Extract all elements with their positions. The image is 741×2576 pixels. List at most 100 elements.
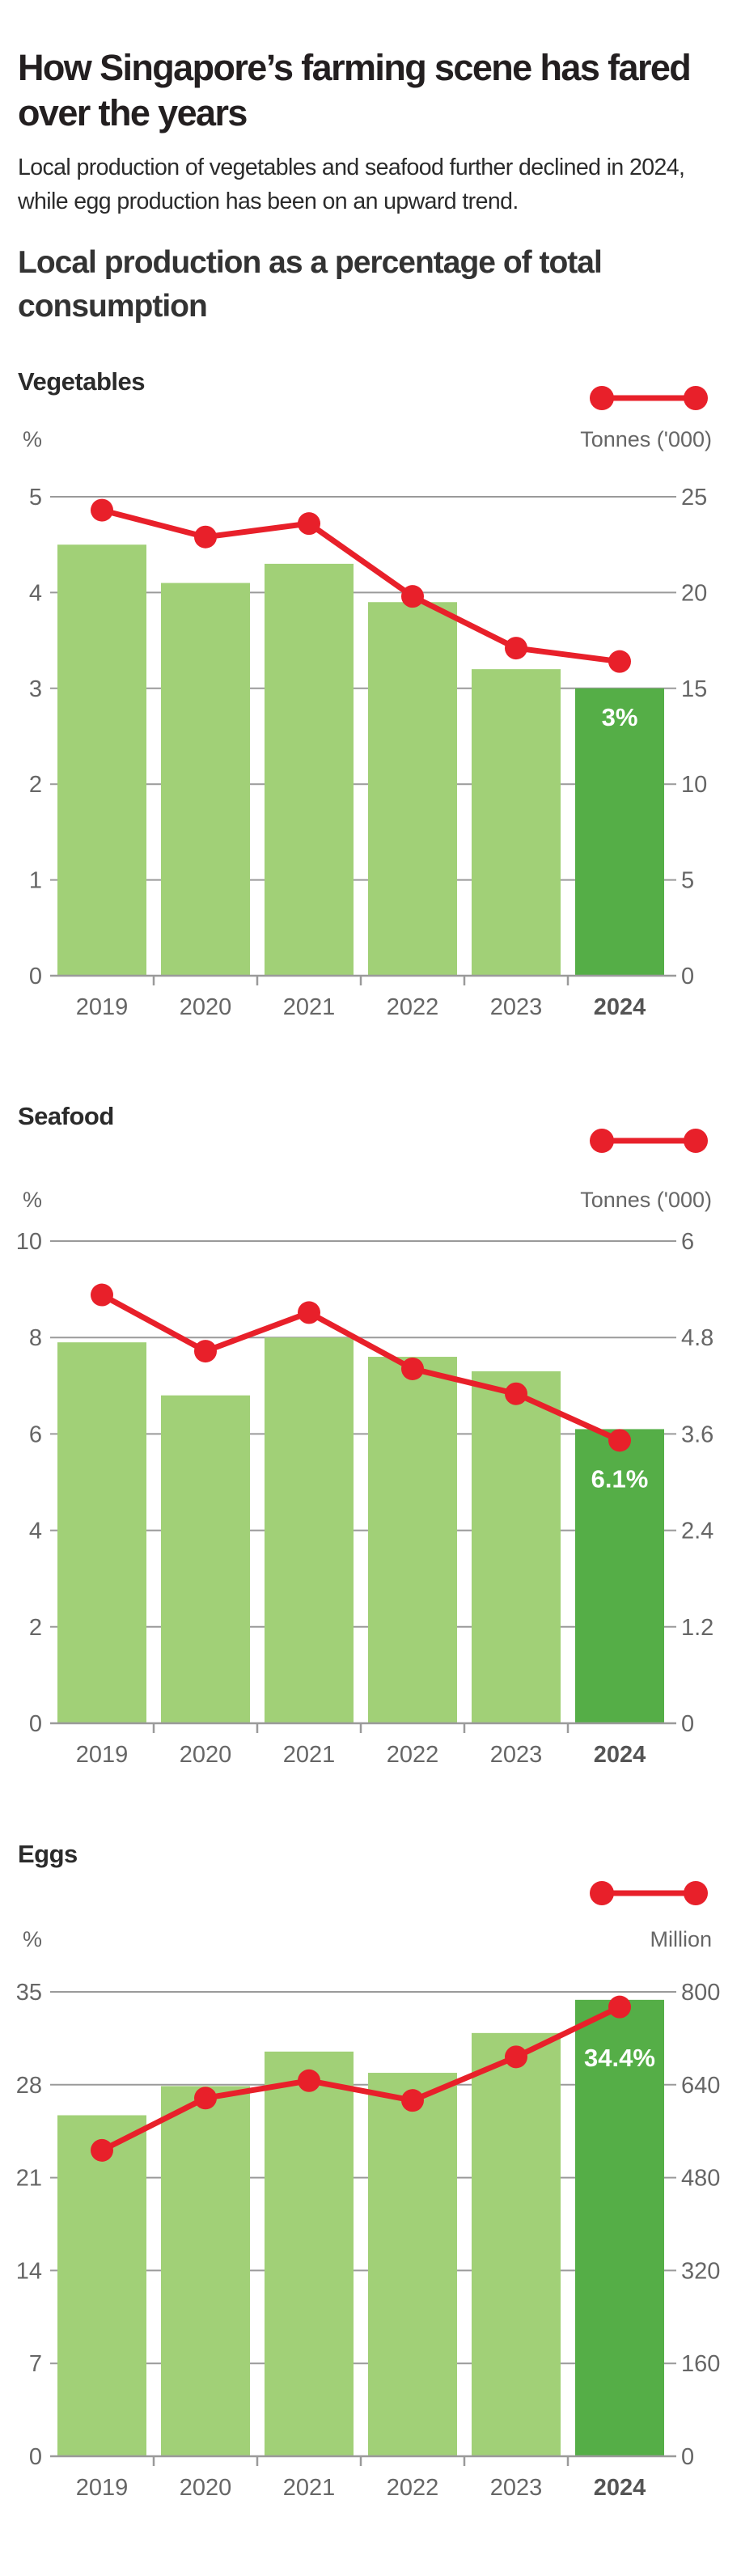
- eggs-right-tick-label: 480: [681, 2166, 720, 2192]
- vegetables-bar-2023: [472, 669, 561, 976]
- seafood-line-series: [100, 1292, 621, 1443]
- vegetables-left-tick-label: 4: [29, 580, 42, 606]
- chart-title-eggs: Eggs: [18, 1840, 78, 1868]
- vegetables-bar-2022: [368, 602, 457, 976]
- vegetables-line-series: [101, 507, 620, 665]
- page-subtitle: Local production of vegetables and seafo…: [18, 155, 685, 214]
- chart-title-vegetables: Vegetables: [18, 367, 145, 396]
- eggs-bar-2022: [368, 2073, 457, 2456]
- vegetables-bar-2020: [161, 583, 250, 976]
- seafood-x-label: 2021: [283, 1742, 336, 1768]
- eggs-x-label: 2023: [490, 2475, 543, 2501]
- eggs-bar-2020: [161, 2086, 250, 2456]
- eggs-line-point-2024: [608, 1995, 631, 2019]
- vegetables-line-point-2023: [505, 637, 527, 660]
- seafood-right-tick-label: 1.2: [681, 1615, 713, 1641]
- seafood-right-axis-label: Tonnes ('000): [580, 1188, 712, 1212]
- vegetables-right-axis-label: Tonnes ('000): [580, 427, 712, 451]
- seafood-x-label: 2023: [490, 1742, 543, 1768]
- vegetables-line-point-2022: [401, 585, 424, 608]
- eggs-right-tick-label: 0: [681, 2444, 694, 2470]
- seafood-line-point-2019: [91, 1283, 113, 1307]
- vegetables-bar-2021: [265, 563, 354, 976]
- eggs-bar-2023: [472, 2032, 561, 2456]
- seafood-x-label: 2019: [76, 1742, 129, 1768]
- eggs-x-label: 2021: [283, 2475, 336, 2501]
- vegetables-bar-2019: [57, 544, 146, 976]
- vegetables-legend-marker: [684, 386, 708, 410]
- seafood-data-label: 6.1%: [591, 1464, 649, 1493]
- seafood-left-axis-label: %: [23, 1188, 42, 1212]
- vegetables-right-tick-label: 10: [681, 772, 707, 798]
- eggs-x-label: 2022: [387, 2475, 439, 2501]
- eggs-left-tick-label: 21: [16, 2166, 42, 2192]
- eggs-bar-2024: [575, 1999, 664, 2456]
- page-title: How Singapore’s farming scene has fared …: [18, 47, 692, 133]
- seafood-left-tick-label: 10: [16, 1229, 42, 1255]
- seafood-right-tick-label: 6: [681, 1229, 694, 1255]
- vegetables-left-tick-label: 5: [29, 485, 42, 511]
- vegetables-x-label: 2024: [594, 994, 646, 1020]
- eggs-data-label: 34.4%: [584, 2044, 655, 2072]
- eggs-line-point-2021: [298, 2069, 320, 2092]
- eggs-x-label: 2019: [76, 2475, 129, 2501]
- eggs-legend-marker: [684, 1881, 708, 1905]
- seafood-right-tick-label: 4.8: [681, 1325, 713, 1351]
- vegetables-bar-2024: [575, 688, 664, 976]
- seafood-left-tick-label: 6: [29, 1421, 42, 1447]
- eggs-bar-2021: [265, 2051, 354, 2456]
- seafood-right-tick-label: 3.6: [681, 1421, 713, 1447]
- seafood-line-point-2021: [298, 1301, 320, 1324]
- seafood-right-tick-label: 0: [681, 1711, 694, 1737]
- vegetables-left-tick-label: 1: [29, 868, 42, 894]
- eggs-right-axis-label: Million: [650, 1927, 712, 1951]
- eggs-line-point-2019: [91, 2138, 113, 2162]
- vegetables-line-point-2024: [608, 650, 631, 673]
- seafood-line-point-2020: [194, 1340, 217, 1363]
- chart-title-seafood: Seafood: [18, 1102, 114, 1130]
- eggs-left-tick-label: 0: [29, 2444, 42, 2470]
- eggs-line-point-2020: [194, 2087, 217, 2110]
- vegetables-left-tick-label: 2: [29, 772, 42, 798]
- vegetables-right-tick-label: 5: [681, 868, 694, 894]
- seafood-bar-2019: [57, 1342, 146, 1723]
- seafood-bar-2021: [265, 1337, 354, 1723]
- eggs-right-tick-label: 320: [681, 2258, 720, 2284]
- vegetables-right-tick-label: 0: [681, 964, 694, 989]
- vegetables-left-tick-label: 0: [29, 964, 42, 989]
- eggs-right-tick-label: 640: [681, 2073, 720, 2099]
- eggs-legend-marker: [590, 1881, 614, 1905]
- seafood-bar-2023: [472, 1371, 561, 1723]
- eggs-left-tick-label: 35: [16, 1980, 42, 2006]
- vegetables-legend-marker: [590, 386, 614, 410]
- seafood-bar-2022: [368, 1357, 457, 1723]
- vegetables-x-label: 2020: [180, 994, 232, 1020]
- vegetables-right-tick-label: 15: [681, 676, 707, 702]
- vegetables-x-label: 2022: [387, 994, 439, 1020]
- seafood-legend-marker: [590, 1129, 614, 1153]
- seafood-left-tick-label: 4: [29, 1519, 42, 1544]
- vegetables-right-tick-label: 20: [681, 580, 707, 606]
- vegetables-line-point-2019: [91, 498, 113, 522]
- eggs-bar-2019: [57, 2115, 146, 2456]
- vegetables-right-tick-label: 25: [681, 485, 707, 511]
- seafood-line-point-2024: [608, 1429, 631, 1452]
- seafood-x-label: 2020: [180, 1742, 232, 1768]
- seafood-line-point-2022: [401, 1357, 424, 1380]
- eggs-x-label: 2020: [180, 2475, 232, 2501]
- eggs-line-point-2023: [505, 2045, 527, 2069]
- seafood-x-label: 2024: [594, 1742, 646, 1768]
- seafood-left-tick-label: 8: [29, 1325, 42, 1351]
- seafood-bar-2020: [161, 1395, 250, 1723]
- seafood-left-tick-label: 0: [29, 1711, 42, 1737]
- vegetables-x-label: 2019: [76, 994, 129, 1020]
- eggs-right-tick-label: 160: [681, 2351, 720, 2377]
- seafood-x-label: 2022: [387, 1742, 439, 1768]
- vegetables-x-label: 2021: [283, 994, 336, 1020]
- eggs-x-label: 2024: [594, 2475, 646, 2501]
- seafood-bar-2024: [575, 1429, 664, 1723]
- eggs-left-axis-label: %: [23, 1927, 42, 1951]
- vegetables-left-tick-label: 3: [29, 676, 42, 702]
- vegetables-line-point-2020: [194, 525, 217, 549]
